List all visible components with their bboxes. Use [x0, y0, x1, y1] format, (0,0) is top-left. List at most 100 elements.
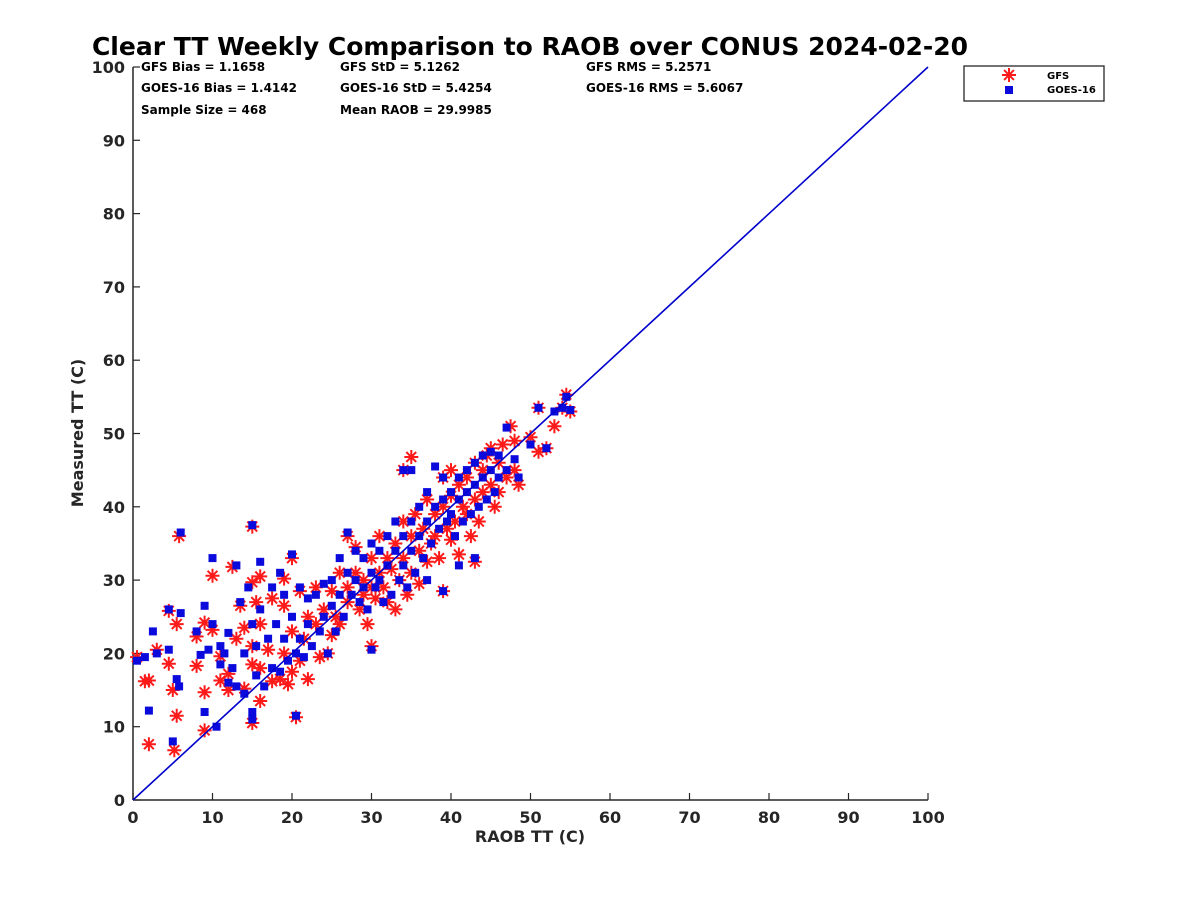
goes16-point	[542, 444, 551, 453]
goes16-point	[323, 649, 332, 658]
gfs-point	[487, 499, 502, 514]
goes16-point	[407, 466, 416, 475]
gfs-point	[221, 683, 236, 697]
goes16-point	[216, 660, 225, 669]
gfs-point	[388, 602, 403, 617]
goes16-point	[423, 517, 432, 526]
goes16-point	[284, 656, 292, 665]
gfs-point	[189, 629, 204, 644]
sample-size-stat: Sample Size = 468	[141, 103, 267, 117]
gfs-point	[483, 477, 498, 492]
gfs-point	[380, 551, 395, 566]
goes16-point	[331, 627, 340, 636]
gfs-point	[197, 615, 212, 630]
gfs-point	[285, 624, 299, 639]
gfs-point	[364, 551, 379, 566]
x-tick-label: 90	[837, 808, 859, 827]
goes16-rms-stat: GOES-16 RMS = 5.6067	[586, 81, 743, 95]
goes16-point	[431, 502, 440, 511]
gfs-point	[245, 657, 260, 672]
goes16-point	[248, 521, 257, 530]
y-tick-label: 90	[103, 131, 125, 150]
gfs-point	[356, 573, 371, 588]
goes16-point	[399, 561, 408, 570]
goes16-point	[252, 671, 261, 680]
gfs-point	[277, 598, 292, 613]
gfs-point	[277, 646, 292, 661]
gfs-point	[285, 664, 299, 679]
gfs-point	[245, 575, 260, 590]
goes16-point	[288, 550, 296, 559]
goes16-point	[144, 706, 153, 715]
gfs-point	[261, 642, 276, 657]
goes16-point	[303, 594, 312, 603]
legend-box	[963, 65, 1105, 102]
gfs-point	[237, 681, 252, 696]
gfs-point	[444, 463, 458, 478]
goes16-point	[387, 590, 396, 599]
goes16-point	[276, 667, 285, 676]
y-tick-label: 70	[103, 278, 125, 297]
gfs-points	[130, 387, 578, 758]
goes16-point	[367, 568, 376, 577]
gfs-point	[253, 661, 268, 676]
goes16-point	[232, 682, 241, 691]
gfs-point	[205, 568, 220, 583]
goes16-point	[562, 392, 571, 401]
goes16-point	[391, 546, 400, 555]
gfs-point	[436, 499, 451, 514]
gfs-point	[213, 673, 228, 688]
gfs-point	[396, 551, 411, 566]
gfs-point	[400, 587, 415, 602]
goes16-point	[252, 642, 261, 651]
gfs-point	[463, 529, 478, 544]
gfs-point	[360, 617, 375, 632]
goes16-point	[280, 590, 289, 599]
goes16-point	[439, 473, 448, 482]
goes16-point	[220, 649, 229, 658]
goes16-point	[399, 466, 408, 475]
goes16-point	[176, 528, 185, 537]
goes16-point	[295, 634, 304, 643]
goes16-point	[431, 462, 440, 471]
goes16-point	[343, 528, 352, 537]
gfs-point	[412, 543, 427, 558]
gfs-point	[432, 551, 447, 566]
gfs-point	[169, 708, 184, 723]
gfs-point	[523, 430, 538, 445]
x-axis-label: RAOB TT (C)	[475, 827, 585, 846]
goes16-point	[172, 675, 181, 684]
goes16-point	[168, 737, 177, 746]
goes16-point	[311, 590, 320, 599]
goes16-point	[248, 708, 257, 716]
gfs-point	[448, 514, 462, 529]
goes16-point	[280, 634, 289, 643]
gfs-point	[277, 571, 292, 586]
goes16-point	[208, 620, 217, 629]
gfs-point	[368, 591, 383, 606]
y-tick-label: 30	[103, 571, 125, 590]
gfs-point	[531, 444, 546, 459]
goes16-point	[228, 664, 237, 673]
goes16-point	[292, 711, 300, 720]
gfs-point	[312, 650, 327, 665]
gfs-point	[169, 617, 184, 632]
gfs-point	[161, 656, 176, 671]
goes16-point	[558, 403, 567, 412]
goes16-point	[319, 612, 328, 621]
gfs-point	[316, 602, 331, 617]
goes16-point	[470, 458, 479, 467]
goes16-point	[224, 678, 233, 687]
goes16-point	[411, 568, 420, 577]
gfs-point	[249, 595, 264, 610]
gfs-point	[420, 492, 435, 507]
goes16-point	[510, 455, 519, 464]
y-tick-label: 0	[114, 791, 125, 810]
x-tick-label: 20	[281, 808, 303, 827]
goes16-point	[327, 576, 336, 585]
goes16-point	[526, 440, 535, 449]
goes16-point	[347, 590, 356, 599]
goes16-point	[375, 576, 384, 585]
goes16-point	[335, 554, 344, 563]
goes16-point	[375, 546, 384, 555]
